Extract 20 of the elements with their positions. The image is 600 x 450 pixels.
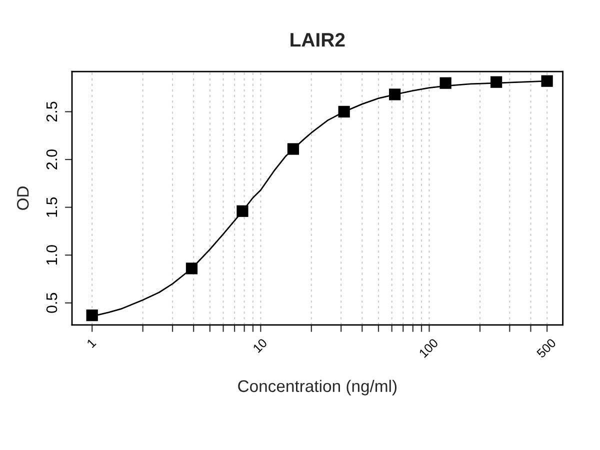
y-tick-label: 1.5 <box>46 197 58 217</box>
x-tick-label: 1 <box>86 338 96 348</box>
point <box>490 76 502 88</box>
chart-title: LAIR2 <box>290 32 345 47</box>
point <box>186 262 198 274</box>
y-tick-label: 2.5 <box>46 102 58 122</box>
y-axis-title: OD <box>16 186 29 210</box>
point <box>440 77 452 89</box>
point <box>389 88 401 100</box>
point <box>541 75 553 87</box>
y-tick-label: 0.5 <box>46 292 58 313</box>
x-tick-label: 10 <box>252 338 268 354</box>
x-tick-label: 100 <box>418 338 439 358</box>
point <box>338 106 350 118</box>
x-tick-label: 500 <box>536 338 556 358</box>
x-axis-title: Concentration (ng/ml) <box>238 380 396 396</box>
y-tick-label: 1.0 <box>46 245 58 265</box>
point <box>236 205 248 217</box>
point <box>287 143 300 155</box>
y-tick-label: 2.0 <box>46 149 58 170</box>
